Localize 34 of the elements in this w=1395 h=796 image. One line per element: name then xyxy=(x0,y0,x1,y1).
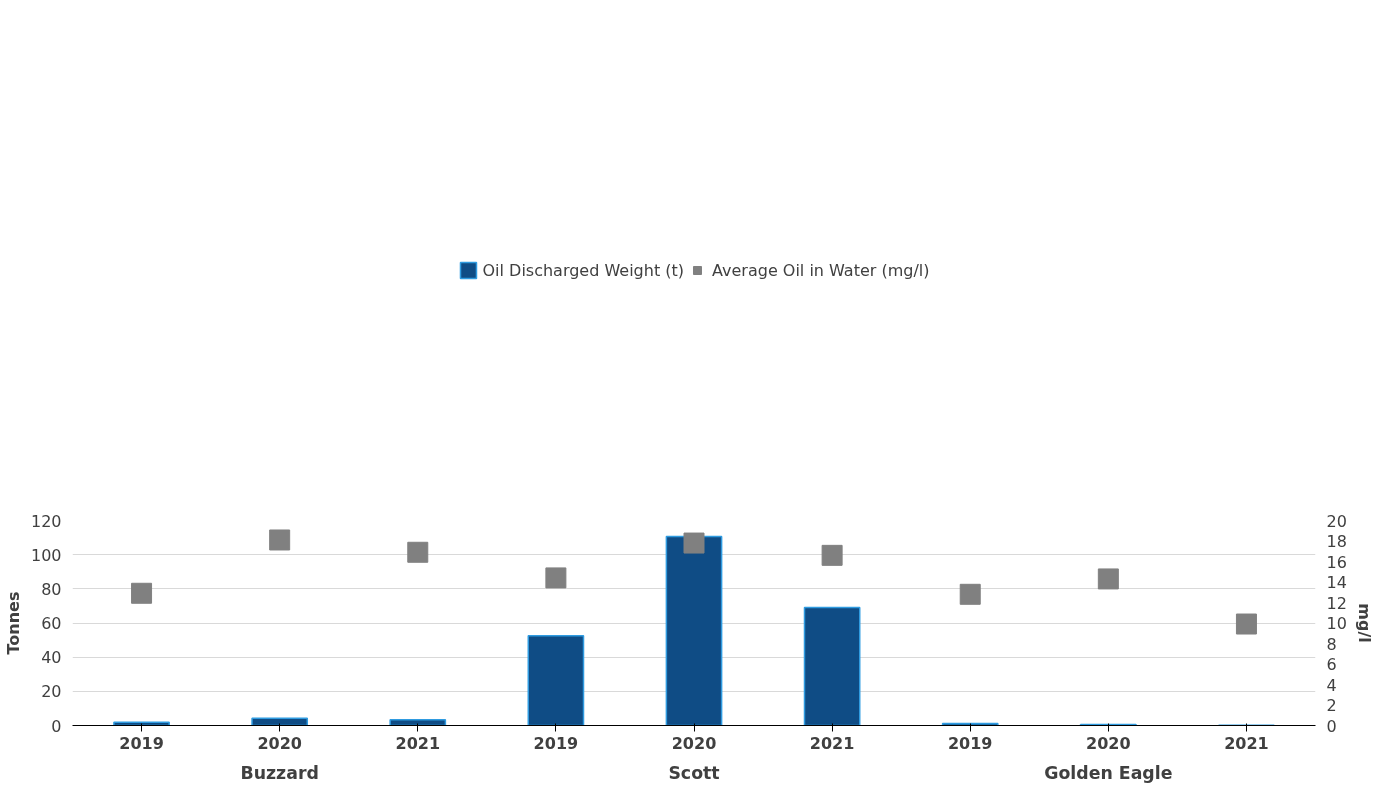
x-tick-label: 2020 xyxy=(1086,733,1131,753)
x-tick-label: 2019 xyxy=(947,733,993,753)
text: Scott xyxy=(668,762,720,783)
y-tick-label: 80 xyxy=(41,579,62,599)
y2-tick-label: 10 xyxy=(1326,614,1347,633)
y2-tick-label: 6 xyxy=(1326,655,1337,674)
text: Golden Eagle xyxy=(1044,762,1173,783)
y2-tick-label: 16 xyxy=(1326,552,1347,572)
x-tick-label: 2019 xyxy=(533,733,579,753)
y-tick-label: 20 xyxy=(41,682,62,702)
y-tick-label: 40 xyxy=(41,648,62,668)
legend-label: Oil Discharged Weight (t) xyxy=(482,260,685,280)
legend-label: Average Oil in Water (mg/l) xyxy=(712,260,930,280)
y-axis-title: Tonnes xyxy=(3,591,23,655)
x-tick-label: 2019 xyxy=(119,733,164,753)
x-tick-label: 2020 xyxy=(257,733,302,753)
text: Buzzard xyxy=(240,762,319,783)
x-tick-label: 2021 xyxy=(809,733,855,753)
y-tick-label: 120 xyxy=(30,511,62,531)
y-tick-label: 0 xyxy=(51,716,62,736)
y2-tick-label: 20 xyxy=(1326,511,1347,531)
x-tick-label: 2021 xyxy=(1224,733,1269,753)
y-tick-label: 100 xyxy=(30,545,62,565)
y2-tick-label: 18 xyxy=(1326,532,1347,551)
y2-axis-title: mg/l xyxy=(1354,603,1374,643)
y2-tick-label: 8 xyxy=(1326,634,1337,654)
x-tick-label: 2020 xyxy=(671,733,717,753)
x-tick-label: 2021 xyxy=(395,733,441,753)
y2-tick-label: 12 xyxy=(1326,593,1347,613)
y2-tick-label: 4 xyxy=(1326,675,1337,695)
y2-tick-label: 2 xyxy=(1326,696,1337,715)
y2-tick-label: 0 xyxy=(1326,716,1337,736)
y-tick-label: 60 xyxy=(41,614,62,633)
y2-tick-label: 14 xyxy=(1326,573,1347,592)
